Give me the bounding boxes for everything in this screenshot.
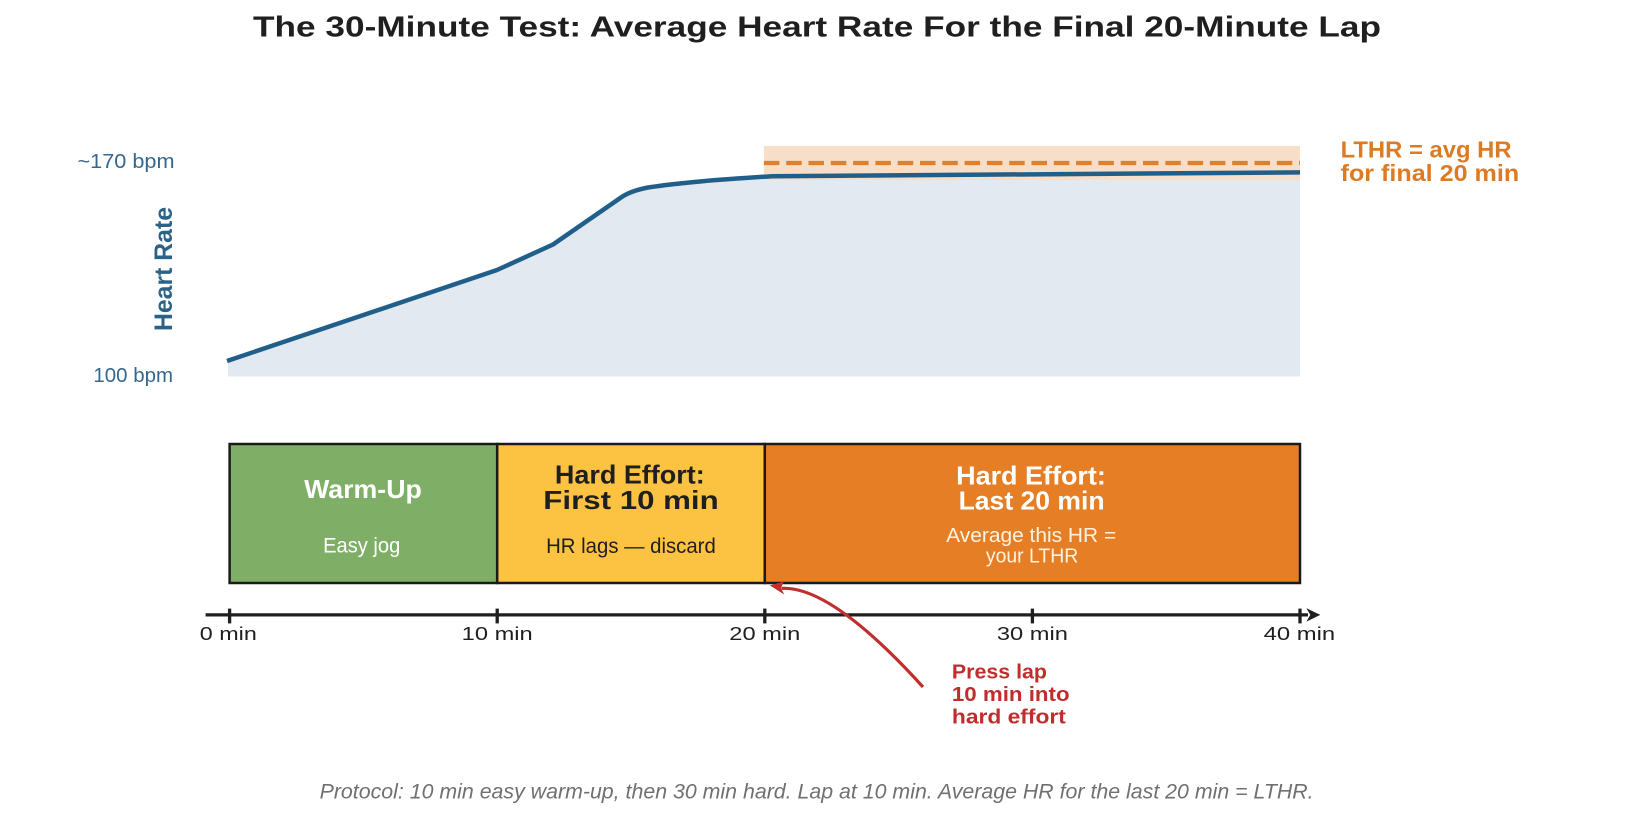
svg-text:for final 20 min: for final 20 min xyxy=(1341,160,1520,186)
svg-text:The 30-Minute Test: Average He: The 30-Minute Test: Average Heart Rate F… xyxy=(253,12,1381,44)
svg-text:Hard Effort:: Hard Effort: xyxy=(555,460,705,490)
svg-text:Protocol: 10 min easy warm-up,: Protocol: 10 min easy warm-up, then 30 m… xyxy=(320,780,1314,803)
svg-text:Hard Effort:: Hard Effort: xyxy=(956,461,1106,491)
svg-text:Easy jog: Easy jog xyxy=(323,535,400,558)
svg-text:HR lags — discard: HR lags — discard xyxy=(546,535,716,558)
svg-text:0 min: 0 min xyxy=(200,624,257,644)
svg-text:Warm-Up: Warm-Up xyxy=(304,474,422,504)
svg-text:20 min: 20 min xyxy=(729,624,800,644)
svg-text:~170 bpm: ~170 bpm xyxy=(78,151,175,173)
svg-text:your LTHR: your LTHR xyxy=(986,546,1078,568)
svg-text:Last 20 min: Last 20 min xyxy=(959,486,1105,516)
svg-text:40 min: 40 min xyxy=(1264,624,1336,644)
svg-text:10 min: 10 min xyxy=(462,624,533,644)
svg-text:First 10 min: First 10 min xyxy=(543,485,718,515)
svg-text:LTHR = avg HR: LTHR = avg HR xyxy=(1341,137,1512,163)
svg-text:10 min into: 10 min into xyxy=(952,684,1070,706)
svg-text:Press lap: Press lap xyxy=(952,661,1047,683)
svg-text:30 min: 30 min xyxy=(997,624,1068,644)
svg-text:hard effort: hard effort xyxy=(952,707,1066,729)
svg-text:Heart Rate: Heart Rate xyxy=(150,207,178,331)
svg-text:100 bpm: 100 bpm xyxy=(93,365,173,387)
svg-text:Average this HR =: Average this HR = xyxy=(946,525,1116,547)
